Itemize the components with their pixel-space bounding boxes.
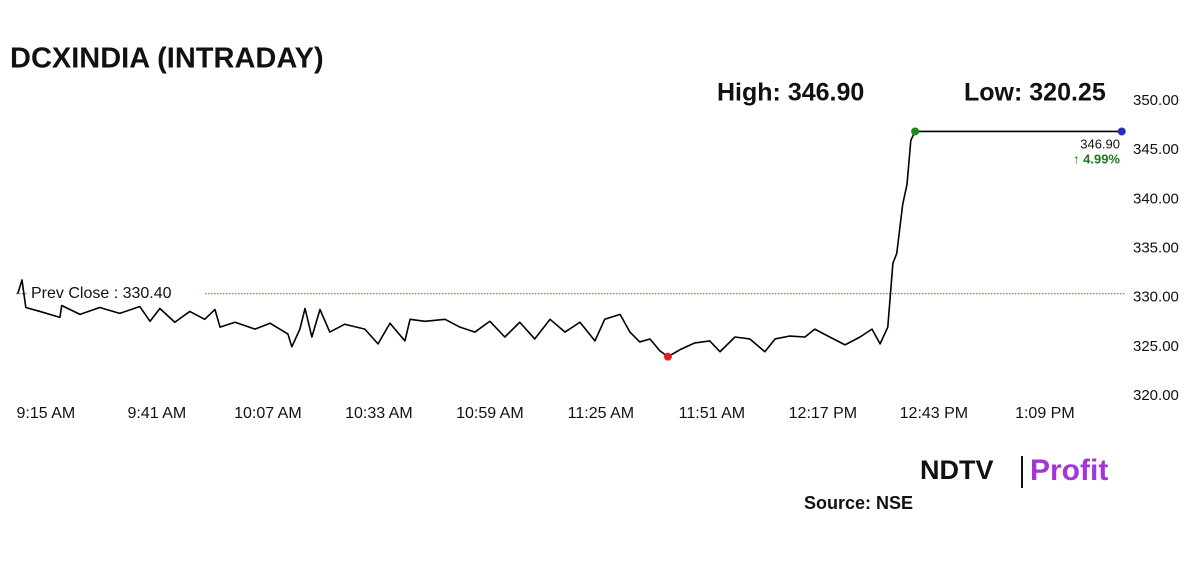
x-tick-label: 1:09 PM: [1015, 405, 1075, 422]
chart-title: DCXINDIA (INTRADAY): [10, 43, 324, 75]
low-label: Low: 320.25: [964, 79, 1106, 107]
logo-divider: [1021, 456, 1023, 488]
prev-close-label: Prev Close : 330.40: [31, 285, 172, 302]
y-tick-label: 330.00: [1133, 289, 1179, 306]
x-tick-label: 9:41 AM: [128, 405, 187, 422]
low-marker: [663, 352, 672, 361]
high-label: High: 346.90: [717, 79, 864, 107]
x-tick-label: 10:59 AM: [456, 405, 524, 422]
x-tick-label: 11:51 AM: [679, 405, 745, 422]
price-line: [16, 130, 1122, 358]
y-tick-label: 345.00: [1133, 141, 1179, 158]
logo-left: NDTV: [920, 455, 994, 485]
source: Source: NSE: [804, 493, 913, 513]
high-marker: [911, 127, 920, 136]
y-tick-label: 340.00: [1133, 190, 1179, 207]
logo-right: Profit: [1030, 454, 1108, 487]
x-tick-label: 10:33 AM: [345, 405, 413, 422]
y-tick-label: 350.00: [1133, 92, 1179, 109]
change-label: ↑ 4.99%: [1073, 151, 1120, 166]
last-price-label: 346.90: [1080, 136, 1120, 151]
x-tick-label: 9:15 AM: [17, 405, 76, 422]
y-tick-label: 335.00: [1133, 239, 1179, 256]
prev-close-bg: [28, 284, 204, 303]
y-tick-label: 325.00: [1133, 338, 1179, 355]
y-tick-label: 320.00: [1133, 387, 1179, 404]
x-tick-label: 10:07 AM: [234, 405, 302, 422]
x-tick-label: 12:43 PM: [900, 405, 968, 422]
last-marker: [1117, 127, 1126, 136]
x-tick-label: 12:17 PM: [789, 405, 857, 422]
x-tick-label: 11:25 AM: [568, 405, 634, 422]
